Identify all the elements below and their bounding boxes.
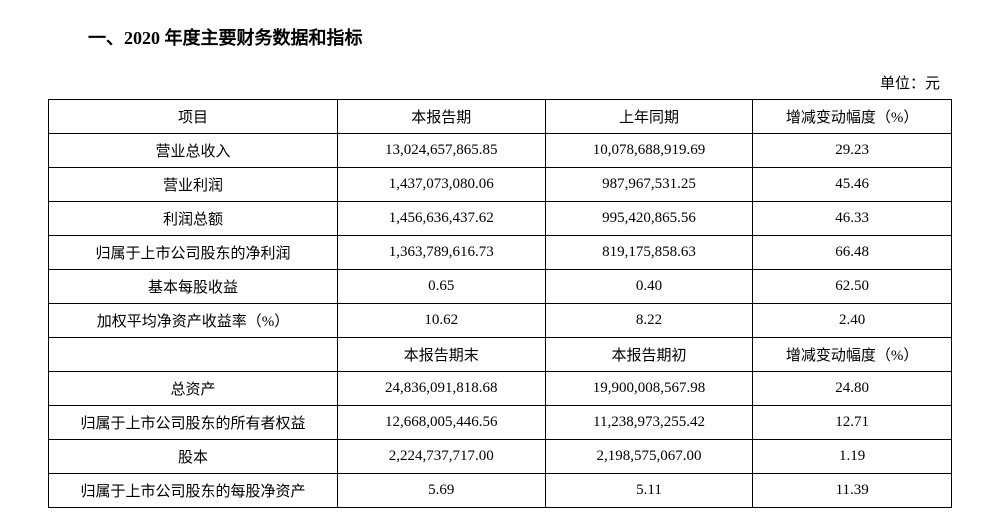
row-cur: 13,024,657,865.85 [337,134,545,168]
row-item: 归属于上市公司股东的净利润 [49,236,338,270]
row-chg: 12.71 [753,406,952,440]
row-prev: 2,198,575,067.00 [545,440,753,474]
row-prev: 8.22 [545,304,753,338]
table-row: 加权平均净资产收益率（%） 10.62 8.22 2.40 [49,304,952,338]
row-chg: 62.50 [753,270,952,304]
section-title: 一、2020 年度主要财务数据和指标 [88,24,952,50]
row-item: 加权平均净资产收益率（%） [49,304,338,338]
col-header-prev: 上年同期 [545,100,753,134]
row-chg: 11.39 [753,474,952,508]
table-row: 基本每股收益 0.65 0.40 62.50 [49,270,952,304]
row-item: 股本 [49,440,338,474]
table-row: 归属于上市公司股东的每股净资产 5.69 5.11 11.39 [49,474,952,508]
row-prev: 987,967,531.25 [545,168,753,202]
col-header-item: 项目 [49,100,338,134]
row-cur: 12,668,005,446.56 [337,406,545,440]
table-row: 营业利润 1,437,073,080.06 987,967,531.25 45.… [49,168,952,202]
row-chg: 45.46 [753,168,952,202]
row-cur: 10.62 [337,304,545,338]
row-chg: 29.23 [753,134,952,168]
row-cur: 5.69 [337,474,545,508]
col-header-period-start: 本报告期初 [545,338,753,372]
row-prev: 995,420,865.56 [545,202,753,236]
row-chg: 66.48 [753,236,952,270]
table-subheader-row: 本报告期末 本报告期初 增减变动幅度（%） [49,338,952,372]
row-item: 基本每股收益 [49,270,338,304]
row-cur: 1,363,789,616.73 [337,236,545,270]
financial-table: 项目 本报告期 上年同期 增减变动幅度（%） 营业总收入 13,024,657,… [48,99,952,508]
col-header-change: 增减变动幅度（%） [753,338,952,372]
row-item: 归属于上市公司股东的所有者权益 [49,406,338,440]
row-cur: 2,224,737,717.00 [337,440,545,474]
table-row: 营业总收入 13,024,657,865.85 10,078,688,919.6… [49,134,952,168]
row-prev: 19,900,008,567.98 [545,372,753,406]
table-header-row: 项目 本报告期 上年同期 增减变动幅度（%） [49,100,952,134]
col-header-current: 本报告期 [337,100,545,134]
row-prev: 11,238,973,255.42 [545,406,753,440]
row-item: 利润总额 [49,202,338,236]
row-chg: 46.33 [753,202,952,236]
row-prev: 0.40 [545,270,753,304]
table-row: 利润总额 1,456,636,437.62 995,420,865.56 46.… [49,202,952,236]
col-header-period-end: 本报告期末 [337,338,545,372]
row-cur: 1,437,073,080.06 [337,168,545,202]
table-row: 归属于上市公司股东的所有者权益 12,668,005,446.56 11,238… [49,406,952,440]
table-row: 总资产 24,836,091,818.68 19,900,008,567.98 … [49,372,952,406]
row-chg: 1.19 [753,440,952,474]
row-chg: 24.80 [753,372,952,406]
col-header-item [49,338,338,372]
row-item: 归属于上市公司股东的每股净资产 [49,474,338,508]
table-row: 归属于上市公司股东的净利润 1,363,789,616.73 819,175,8… [49,236,952,270]
unit-label: 单位：元 [48,72,952,93]
col-header-change: 增减变动幅度（%） [753,100,952,134]
row-cur: 1,456,636,437.62 [337,202,545,236]
row-item: 营业利润 [49,168,338,202]
row-prev: 819,175,858.63 [545,236,753,270]
table-row: 股本 2,224,737,717.00 2,198,575,067.00 1.1… [49,440,952,474]
row-cur: 24,836,091,818.68 [337,372,545,406]
row-chg: 2.40 [753,304,952,338]
row-item: 营业总收入 [49,134,338,168]
row-prev: 10,078,688,919.69 [545,134,753,168]
row-prev: 5.11 [545,474,753,508]
row-item: 总资产 [49,372,338,406]
row-cur: 0.65 [337,270,545,304]
